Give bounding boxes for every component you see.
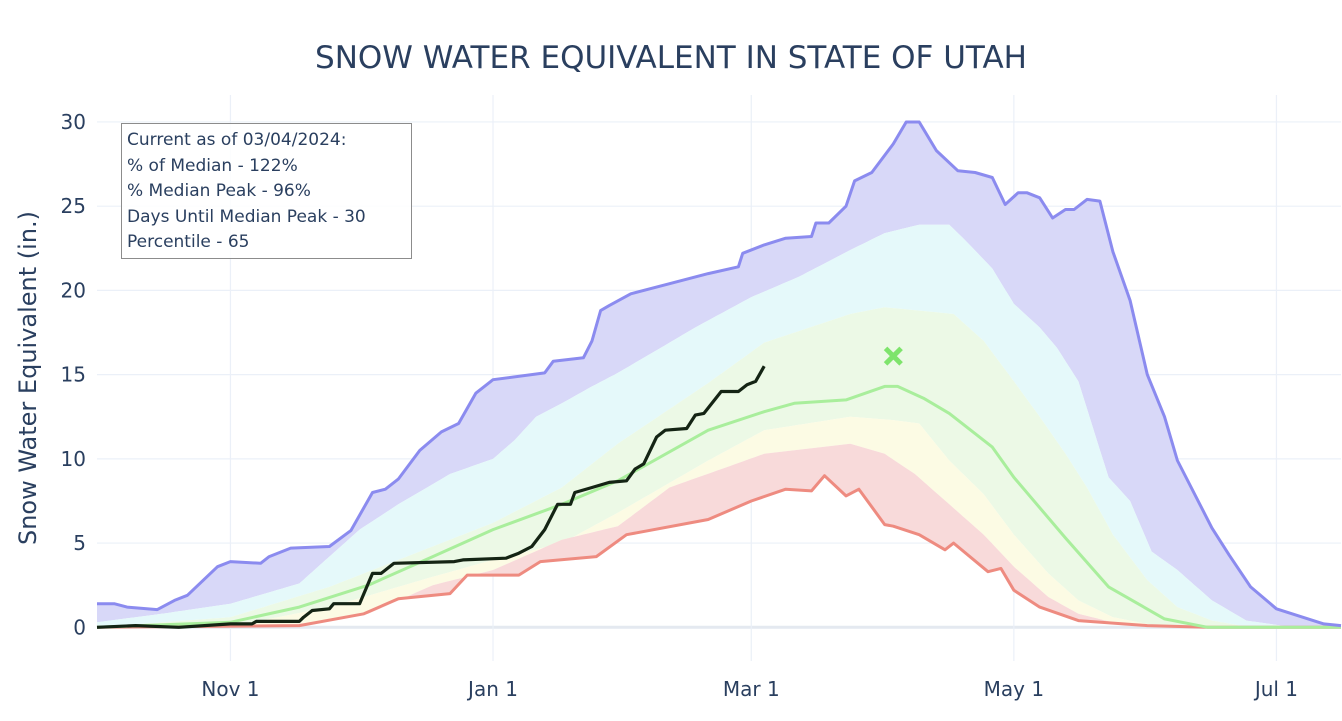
y-tick-label: 20 [61,278,86,302]
band-max-to-p90 [97,122,1341,628]
y-tick-label: 10 [61,447,86,471]
band-p70-to-p30 [97,307,1341,628]
chart-title: SNOW WATER EQUIVALENT IN STATE OF UTAH [315,40,1027,76]
y-axis-ticks: 0 5 10 15 20 25 30 [61,110,86,639]
annotation-current-date: Current as of 03/04/2024: [127,130,347,150]
max-line [97,120,1342,628]
band-p90-to-p70 [97,224,1341,628]
annotation-percent-median: % of Median - 122% [127,155,298,176]
x-tick-label: Nov 1 [201,677,259,701]
x-tick-label: May 1 [984,677,1044,701]
x-axis-ticks: Nov 1 Jan 1 Mar 1 May 1 Jul 1 [201,677,1298,701]
band-p30-to-p10 [97,416,1341,628]
y-tick-label: 25 [61,194,86,218]
y-tick-label: 30 [61,110,86,134]
y-axis-label: Snow Water Equivalent (in.) [14,210,42,546]
x-tick-label: Jan 1 [466,677,518,701]
median-peak-x-marker [883,346,903,366]
percentile-bands [97,122,1341,628]
x-tick-label: Jul 1 [1253,677,1298,701]
band-p10-to-min [97,443,1341,628]
annotation-percentile: Percentile - 65 [127,232,250,253]
series-lines [96,120,1342,629]
median-line [96,384,1341,629]
annotation-percent-median-peak: % Median Peak - 96% [127,181,311,202]
y-tick-label: 15 [61,363,86,387]
min-line [96,474,1341,629]
current-status-annotation: Current as of 03/04/2024: % of Median - … [121,123,412,259]
x-tick-label: Mar 1 [723,677,780,701]
median-peak-marker-layer [883,346,903,366]
current-year-line [96,365,766,629]
annotation-days-until-peak: Days Until Median Peak - 30 [127,206,366,227]
y-tick-label: 5 [73,531,86,555]
y-tick-label: 0 [73,615,86,639]
